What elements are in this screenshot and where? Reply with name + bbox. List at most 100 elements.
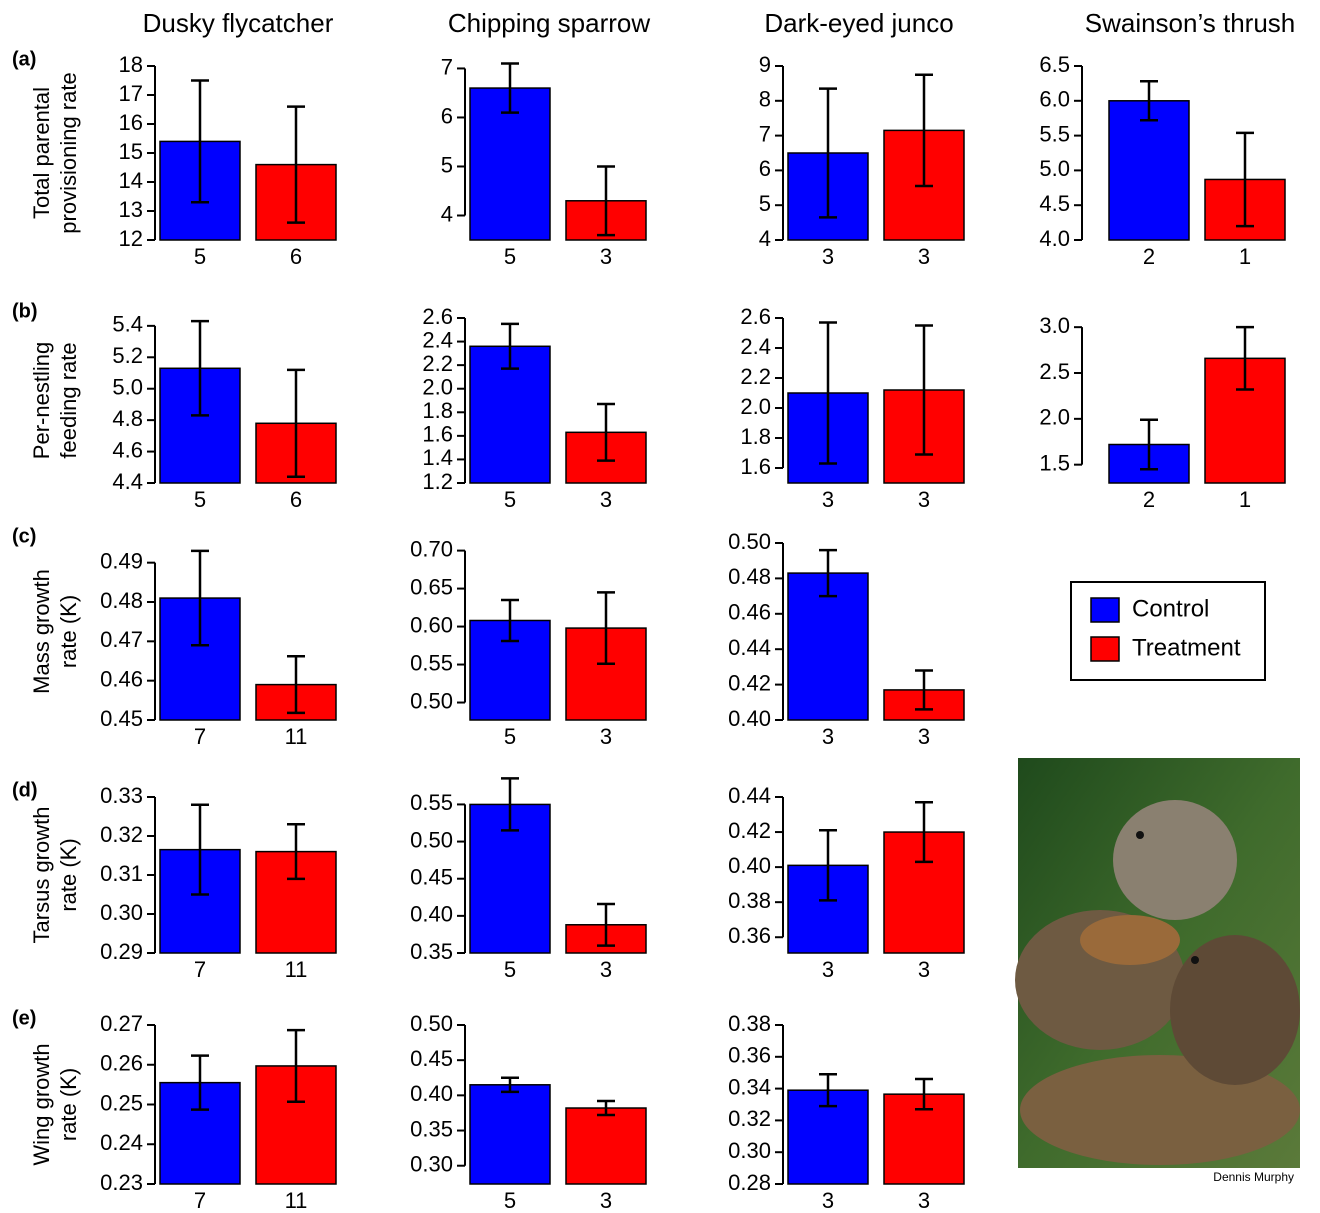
legend-label: Control [1132,595,1209,622]
x-tick-label: 11 [285,1188,308,1213]
page: Dennis Murphy Dusky flycatcherChipping s… [0,0,1320,1213]
x-tick-label: 5 [504,957,516,982]
y-tick-label: 1.6 [422,422,453,447]
x-tick-label: 3 [600,724,612,749]
x-tick-label: 3 [918,244,930,269]
y-tick-label: 16 [119,110,143,135]
x-tick-label: 3 [822,957,834,982]
y-tick-label: 0.27 [100,1011,143,1036]
y-tick-label: 5.5 [1039,121,1070,146]
y-tick-label: 0.25 [100,1090,143,1115]
y-tick-label: 5 [759,191,771,216]
y-tick-label: 0.60 [410,612,453,637]
x-tick-label: 6 [290,244,302,269]
y-tick-label: 4.4 [112,469,143,494]
x-tick-label: 3 [918,957,930,982]
y-tick-label: 0.30 [410,1152,453,1177]
y-tick-label: 2.4 [422,327,453,352]
y-tick-label: 2.0 [422,375,453,400]
row-label: (b) [12,300,38,322]
x-tick-label: 3 [822,1188,834,1213]
x-tick-label: 3 [822,724,834,749]
y-tick-label: 0.29 [100,939,143,964]
column-title: Chipping sparrow [448,8,651,38]
legend-swatch [1091,637,1119,661]
y-tick-label: 0.30 [100,900,143,925]
y-tick-label: 2.4 [740,334,771,359]
panel: 0.300.350.400.450.5053 [410,1011,646,1213]
photo [1015,758,1300,1168]
y-tick-label: 4.5 [1039,191,1070,216]
y-tick-label: 6.5 [1039,52,1070,77]
x-tick-label: 3 [918,724,930,749]
photo-credit: Dennis Murphy [1213,1170,1294,1184]
x-tick-label: 11 [285,724,308,749]
x-tick-label: 5 [504,1188,516,1213]
y-tick-label: 0.47 [100,627,143,652]
y-tick-label: 3.0 [1039,313,1070,338]
y-tick-label: 0.32 [100,822,143,847]
x-tick-label: 7 [194,724,206,749]
column-title: Dark-eyed junco [764,8,953,38]
x-tick-label: 11 [285,957,308,982]
y-axis-label: rate (K) [56,595,81,668]
y-tick-label: 2.0 [740,394,771,419]
y-tick-label: 0.50 [728,529,771,554]
y-tick-label: 0.32 [728,1106,771,1131]
x-tick-label: 3 [822,487,834,512]
y-tick-label: 17 [119,81,143,106]
panel: 0.360.380.400.420.4433 [728,783,964,982]
y-axis-label: Mass growth [29,569,54,694]
y-tick-label: 2.2 [740,364,771,389]
x-tick-label: 2 [1143,244,1155,269]
bar [566,1108,646,1184]
y-tick-label: 0.40 [728,706,771,731]
y-tick-label: 0.33 [100,783,143,808]
y-tick-label: 0.48 [728,564,771,589]
y-tick-label: 0.35 [410,1116,453,1141]
x-tick-label: 1 [1239,244,1251,269]
x-tick-label: 3 [918,487,930,512]
x-tick-label: 7 [194,1188,206,1213]
y-tick-label: 0.70 [410,536,453,561]
y-tick-label: 2.6 [740,304,771,329]
y-tick-label: 0.45 [100,706,143,731]
y-tick-label: 2.6 [422,304,453,329]
y-tick-label: 0.40 [728,853,771,878]
y-axis-label: Wing growth [29,1043,54,1165]
y-tick-label: 4.0 [1039,226,1070,251]
y-tick-label: 8 [759,87,771,112]
y-tick-label: 4 [441,201,453,226]
y-tick-label: 1.4 [422,445,453,470]
y-tick-label: 0.45 [410,1046,453,1071]
panel: 0.230.240.250.260.27711 [100,1011,336,1213]
y-tick-label: 0.40 [410,1081,453,1106]
y-tick-label: 1.8 [422,398,453,423]
x-tick-label: 3 [600,244,612,269]
y-tick-label: 12 [119,226,143,251]
column-title: Swainson’s thrush [1085,8,1296,38]
y-tick-label: 0.36 [728,1043,771,1068]
y-tick-label: 1.5 [1039,450,1070,475]
row-label: (e) [12,1007,36,1029]
y-axis-label: rate (K) [56,1068,81,1141]
y-tick-label: 0.55 [410,790,453,815]
y-axis-label: rate (K) [56,838,81,911]
x-tick-label: 5 [504,487,516,512]
y-tick-label: 1.2 [422,469,453,494]
x-tick-label: 7 [194,957,206,982]
y-tick-label: 6 [759,156,771,181]
y-axis-label: Per-nestling [29,342,54,459]
y-axis-label: Tarsus growth [29,807,54,944]
y-tick-label: 6 [441,103,453,128]
x-tick-label: 5 [504,724,516,749]
